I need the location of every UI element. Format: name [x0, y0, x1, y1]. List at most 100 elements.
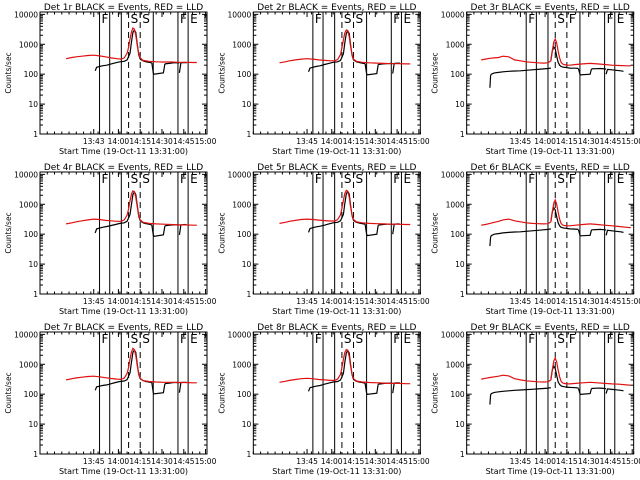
x-tick-label: 14:45 — [173, 457, 195, 466]
x-tick-label: 14:45 — [173, 137, 195, 146]
series-events-line — [591, 228, 607, 231]
x-tick-label: 15:00 — [621, 137, 640, 146]
x-tick-label: 14:15 — [343, 297, 365, 306]
x-tick-label: 14:30 — [365, 297, 387, 306]
plot-frame — [252, 171, 421, 295]
y-axis-label: Counts/sec — [217, 372, 226, 413]
x-axis-label: Start Time (19-Oct-11 13:31:00) — [272, 147, 401, 156]
x-axis-label: Start Time (19-Oct-11 13:31:00) — [59, 147, 188, 156]
marker-label: F — [315, 172, 322, 186]
x-tick-label: 14:30 — [365, 137, 387, 146]
y-tick-label: 10 — [242, 420, 252, 429]
x-tick-label: 13:45 — [510, 137, 532, 146]
marker-label: F — [102, 332, 109, 346]
marker-label: F — [393, 12, 400, 26]
marker-label: S — [356, 172, 364, 186]
marker-label: S — [344, 332, 352, 346]
y-tick-label: 10000 — [14, 170, 38, 179]
y-tick-label: 10000 — [441, 10, 465, 19]
y-tick-label: 100 — [24, 390, 39, 399]
y-tick-label: 10 — [455, 100, 465, 109]
x-tick-label: 15:00 — [408, 457, 430, 466]
series-events-line — [489, 67, 551, 88]
x-tick-label: 15:00 — [621, 457, 640, 466]
marker-label: S — [557, 332, 565, 346]
marker-label: S — [142, 332, 150, 346]
x-tick-label: 14:15 — [129, 137, 151, 146]
marker-label: E — [190, 12, 198, 26]
plot-frame — [466, 171, 635, 295]
marker-label: F — [315, 12, 322, 26]
series-events-line — [151, 62, 166, 75]
x-axis-label: Start Time (19-Oct-11 13:31:00) — [59, 467, 188, 476]
x-tick-label: 14:15 — [343, 457, 365, 466]
y-axis-label: Counts/sec — [217, 212, 226, 253]
plot-frame — [252, 11, 421, 135]
x-axis-label: Start Time (19-Oct-11 13:31:00) — [486, 147, 615, 156]
y-tick-label: 100 — [237, 230, 252, 239]
x-axis-label: Start Time (19-Oct-11 13:31:00) — [272, 467, 401, 476]
y-tick-label: 100 — [237, 390, 252, 399]
y-tick-label: 1000 — [232, 360, 251, 369]
x-tick-label: 14:00 — [321, 457, 343, 466]
marker-label: F — [393, 332, 400, 346]
chart-title: Det 2r BLACK = Events, RED = LLD — [257, 3, 416, 13]
x-tick-label: 14:00 — [108, 137, 130, 146]
x-tick-label: 13:45 — [510, 457, 532, 466]
y-tick-label: 100 — [237, 70, 252, 79]
y-tick-label: 10 — [455, 260, 465, 269]
y-tick-label: 1 — [247, 290, 252, 299]
series-events-line — [489, 228, 552, 247]
x-tick-label: 14:15 — [129, 457, 151, 466]
x-axis-label: Start Time (19-Oct-11 13:31:00) — [486, 307, 615, 316]
y-tick-label: 10000 — [227, 170, 251, 179]
x-axis-label: Start Time (19-Oct-11 13:31:00) — [272, 307, 401, 316]
x-axis-label: Start Time (19-Oct-11 13:31:00) — [486, 467, 615, 476]
marker-label: E — [617, 172, 625, 186]
y-axis-label: Counts/sec — [4, 212, 13, 253]
x-tick-label: 14:15 — [556, 297, 578, 306]
marker-label: F — [180, 12, 187, 26]
marker-label: S — [131, 172, 139, 186]
marker-label: F — [102, 172, 109, 186]
x-tick-label: 13:43 — [83, 137, 105, 146]
y-tick-label: 1000 — [232, 200, 251, 209]
marker-label: S — [142, 12, 150, 26]
x-tick-label: 13:45 — [83, 297, 105, 306]
y-axis-label: Counts/sec — [217, 52, 226, 93]
marker-label: F — [102, 12, 109, 26]
y-tick-label: 1000 — [19, 40, 38, 49]
series-events-line — [307, 190, 366, 233]
chart-title: Det 8r BLACK = Events, RED = LLD — [257, 323, 416, 333]
x-tick-label: 15:00 — [621, 297, 640, 306]
x-tick-label: 15:00 — [195, 457, 217, 466]
y-tick-label: 100 — [450, 390, 465, 399]
marker-label: F — [569, 172, 576, 186]
marker-label: E — [403, 172, 411, 186]
marker-label: S — [557, 12, 565, 26]
series-lld-line — [279, 189, 411, 226]
y-tick-label: 10 — [28, 260, 38, 269]
series-lld-line — [65, 190, 197, 226]
marker-label: F — [569, 12, 576, 26]
x-tick-label: 14:00 — [108, 297, 130, 306]
series-events-line — [151, 224, 166, 237]
x-tick-label: 14:30 — [151, 457, 173, 466]
y-axis-label: Counts/sec — [431, 212, 440, 253]
series-lld-line — [481, 356, 631, 386]
y-axis-label: Counts/sec — [431, 52, 440, 93]
series-lld-line — [481, 37, 631, 67]
marker-label: E — [617, 332, 625, 346]
marker-label: S — [356, 12, 364, 26]
y-axis-label: Counts/sec — [431, 372, 440, 413]
marker-label: S — [344, 172, 352, 186]
x-tick-label: 15:00 — [408, 137, 430, 146]
x-tick-label: 14:00 — [534, 457, 556, 466]
x-tick-label: 14:30 — [151, 297, 173, 306]
